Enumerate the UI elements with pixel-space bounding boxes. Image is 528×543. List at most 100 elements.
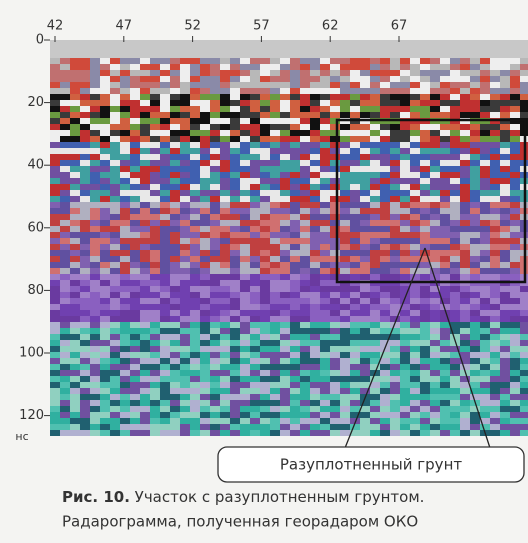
texture-cell (400, 274, 410, 280)
texture-cell (310, 154, 320, 160)
texture-cell (420, 400, 430, 406)
texture-cell (420, 112, 430, 118)
texture-cell (50, 58, 60, 64)
y-tick-label: 100 (19, 346, 44, 361)
texture-cell (500, 400, 510, 406)
texture-cell (300, 274, 310, 280)
texture-cell (520, 304, 528, 310)
texture-cell (490, 340, 500, 346)
texture-cell (310, 358, 320, 364)
texture-cell (250, 82, 260, 88)
texture-cell (340, 106, 350, 112)
texture-cell (80, 280, 90, 286)
texture-cell (170, 424, 180, 430)
texture-cell (180, 160, 190, 166)
texture-cell (200, 208, 210, 214)
texture-cell (250, 280, 260, 286)
texture-cell (500, 166, 510, 172)
texture-cell (170, 88, 180, 94)
texture-cell (450, 124, 460, 130)
texture-cell (60, 394, 70, 400)
texture-cell (280, 220, 290, 226)
texture-cell (140, 364, 150, 370)
texture-cell (220, 388, 230, 394)
texture-cell (210, 322, 220, 328)
texture-cell (140, 406, 150, 412)
texture-cell (510, 100, 520, 106)
texture-cell (70, 64, 80, 70)
texture-cell (100, 82, 110, 88)
texture-cell (330, 322, 340, 328)
texture-cell (440, 190, 450, 196)
texture-cell (300, 208, 310, 214)
texture-cell (220, 58, 230, 64)
texture-cell (110, 382, 120, 388)
texture-cell (110, 346, 120, 352)
texture-cell (450, 214, 460, 220)
texture-cell (400, 244, 410, 250)
texture-cell (190, 352, 200, 358)
texture-cell (370, 244, 380, 250)
texture-cell (320, 124, 330, 130)
texture-cell (80, 190, 90, 196)
texture-cell (250, 202, 260, 208)
texture-cell (140, 382, 150, 388)
texture-cell (400, 406, 410, 412)
texture-cell (210, 280, 220, 286)
texture-cell (160, 316, 170, 322)
texture-cell (170, 232, 180, 238)
texture-cell (350, 130, 360, 136)
texture-cell (240, 430, 250, 436)
texture-cell (310, 232, 320, 238)
texture-cell (310, 286, 320, 292)
texture-cell (340, 214, 350, 220)
texture-cell (200, 184, 210, 190)
texture-cell (290, 376, 300, 382)
texture-cell (430, 394, 440, 400)
texture-cell (90, 154, 100, 160)
texture-cell (250, 238, 260, 244)
texture-cell (200, 118, 210, 124)
texture-cell (150, 340, 160, 346)
texture-cell (190, 70, 200, 76)
texture-cell (310, 280, 320, 286)
texture-cell (130, 172, 140, 178)
texture-cell (510, 328, 520, 334)
texture-cell (60, 226, 70, 232)
texture-cell (110, 388, 120, 394)
texture-cell (370, 388, 380, 394)
texture-cell (110, 58, 120, 64)
texture-cell (240, 334, 250, 340)
texture-cell (460, 394, 470, 400)
texture-cell (150, 82, 160, 88)
texture-cell (480, 202, 490, 208)
texture-cell (370, 292, 380, 298)
texture-cell (180, 154, 190, 160)
texture-cell (350, 196, 360, 202)
texture-cell (340, 382, 350, 388)
texture-cell (360, 352, 370, 358)
texture-cell (330, 130, 340, 136)
texture-cell (270, 424, 280, 430)
texture-cell (470, 232, 480, 238)
texture-cell (110, 262, 120, 268)
texture-cell (460, 82, 470, 88)
texture-cell (180, 310, 190, 316)
texture-cell (50, 82, 60, 88)
texture-cell (60, 232, 70, 238)
texture-cell (240, 358, 250, 364)
texture-cell (180, 298, 190, 304)
texture-cell (320, 76, 330, 82)
texture-cell (520, 382, 528, 388)
texture-cell (350, 58, 360, 64)
texture-cell (250, 424, 260, 430)
texture-cell (490, 184, 500, 190)
texture-cell (430, 88, 440, 94)
texture-cell (390, 88, 400, 94)
texture-cell (380, 184, 390, 190)
texture-cell (450, 394, 460, 400)
texture-cell (150, 352, 160, 358)
texture-cell (390, 124, 400, 130)
texture-cell (310, 106, 320, 112)
texture-cell (200, 250, 210, 256)
